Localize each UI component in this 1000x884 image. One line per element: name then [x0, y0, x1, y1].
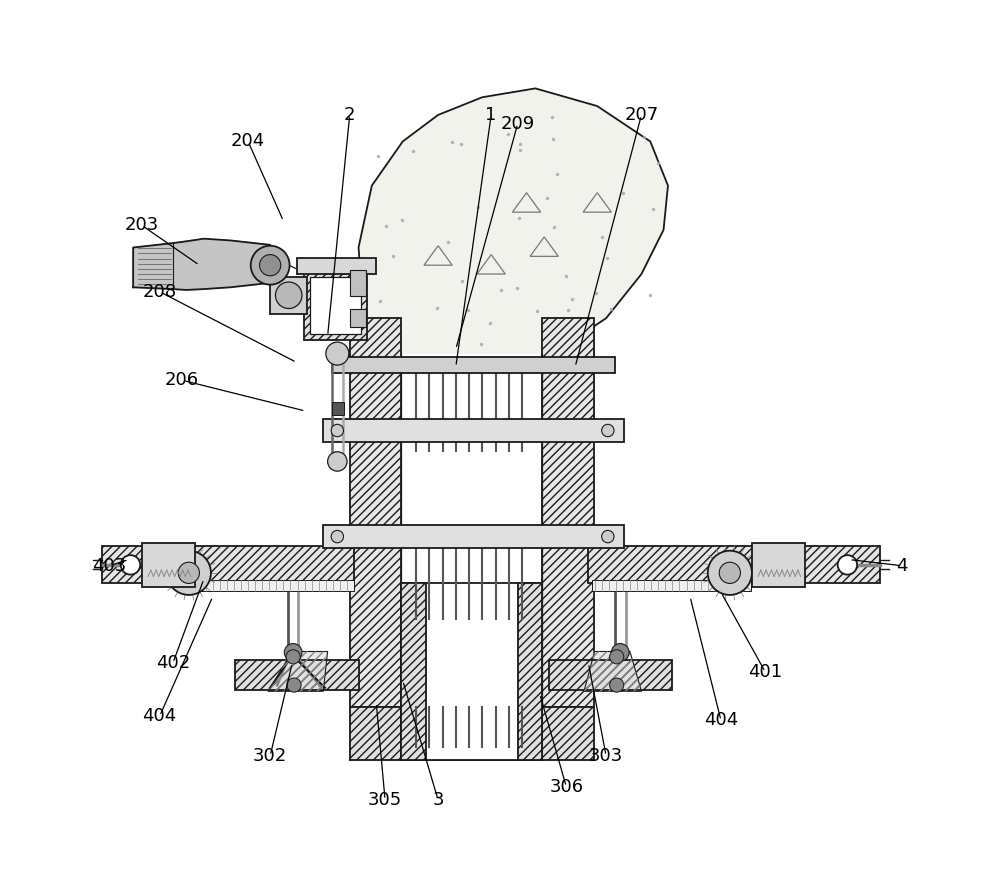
Circle shape — [610, 678, 624, 692]
Text: 203: 203 — [125, 217, 159, 234]
Circle shape — [328, 452, 347, 471]
Bar — [542, 318, 594, 362]
Circle shape — [167, 551, 211, 595]
Text: 208: 208 — [143, 283, 177, 301]
Text: 209: 209 — [501, 115, 535, 133]
Circle shape — [326, 342, 349, 365]
Circle shape — [602, 530, 614, 543]
Text: 1: 1 — [485, 106, 497, 124]
Text: 305: 305 — [368, 791, 402, 809]
Bar — [592, 580, 751, 591]
Text: 402: 402 — [156, 654, 190, 672]
Circle shape — [331, 530, 344, 543]
Bar — [542, 354, 594, 707]
Circle shape — [287, 678, 301, 692]
Text: 2: 2 — [344, 106, 355, 124]
Text: 306: 306 — [549, 778, 583, 796]
Text: 404: 404 — [704, 712, 738, 729]
Bar — [401, 583, 542, 760]
Bar — [297, 258, 376, 274]
Circle shape — [251, 246, 290, 285]
Bar — [332, 402, 344, 415]
Circle shape — [275, 282, 302, 309]
Bar — [142, 543, 195, 587]
Polygon shape — [359, 88, 668, 371]
Text: 302: 302 — [253, 747, 287, 765]
Circle shape — [602, 424, 614, 437]
Text: 206: 206 — [165, 371, 199, 389]
Circle shape — [331, 424, 344, 437]
Circle shape — [838, 555, 857, 575]
Polygon shape — [584, 652, 641, 691]
Circle shape — [719, 562, 740, 583]
Bar — [323, 525, 624, 548]
Text: 404: 404 — [143, 707, 177, 725]
Bar — [401, 583, 426, 760]
Text: 403: 403 — [92, 557, 126, 575]
Bar — [323, 419, 624, 442]
Text: 204: 204 — [231, 133, 265, 150]
Bar — [350, 318, 401, 362]
Circle shape — [178, 562, 199, 583]
Polygon shape — [542, 707, 594, 760]
Bar — [304, 270, 367, 340]
Polygon shape — [133, 239, 270, 290]
Bar — [350, 354, 401, 707]
Bar — [401, 354, 542, 707]
Bar — [588, 546, 880, 583]
Bar — [752, 543, 805, 587]
Bar — [270, 277, 307, 314]
Bar — [350, 309, 366, 327]
Bar — [518, 583, 542, 760]
Polygon shape — [350, 707, 401, 760]
Circle shape — [708, 551, 752, 595]
Bar — [102, 546, 354, 583]
Bar — [350, 270, 366, 296]
Text: 303: 303 — [589, 747, 623, 765]
Bar — [182, 580, 354, 591]
Text: 207: 207 — [624, 106, 659, 124]
Bar — [332, 357, 615, 373]
Circle shape — [284, 644, 302, 661]
Text: 3: 3 — [432, 791, 444, 809]
Text: 4: 4 — [896, 557, 908, 575]
Circle shape — [286, 650, 300, 664]
Circle shape — [260, 255, 281, 276]
Bar — [310, 277, 361, 334]
Bar — [401, 707, 542, 760]
Bar — [235, 660, 359, 690]
Polygon shape — [268, 652, 328, 691]
Circle shape — [610, 650, 624, 664]
Bar — [549, 660, 672, 690]
Circle shape — [121, 555, 140, 575]
Text: 401: 401 — [748, 663, 782, 681]
Circle shape — [611, 644, 629, 661]
